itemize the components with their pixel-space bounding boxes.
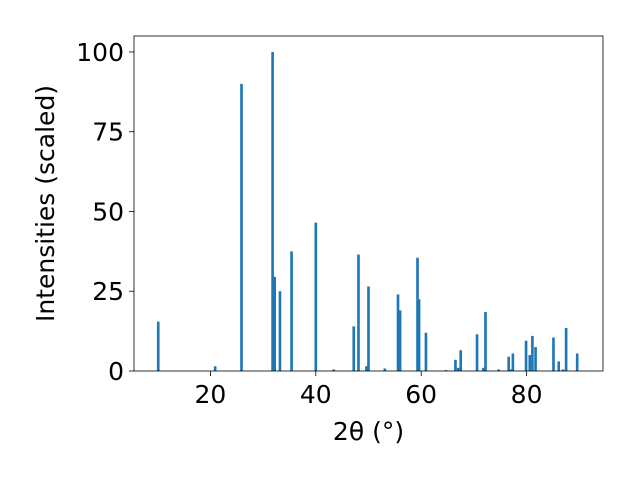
- bar: [444, 370, 448, 371]
- bar: [396, 294, 400, 371]
- bar: [417, 299, 421, 371]
- bar: [424, 332, 428, 371]
- bar: [531, 335, 534, 371]
- bar: [383, 368, 387, 371]
- bar: [524, 340, 528, 371]
- bar: [511, 353, 515, 371]
- x-tick-label: 40: [300, 380, 332, 409]
- plot-frame: [133, 35, 604, 372]
- bar: [314, 222, 318, 371]
- bar: [213, 366, 217, 371]
- bar: [357, 254, 360, 371]
- y-tick-label: 50: [92, 197, 124, 226]
- bar: [507, 356, 510, 371]
- bar: [575, 353, 579, 371]
- bar: [534, 347, 537, 371]
- bar: [497, 369, 500, 371]
- bar: [459, 350, 463, 371]
- y-tick-label: 0: [108, 357, 124, 386]
- x-axis-label: 2θ (°): [333, 417, 404, 446]
- bar: [564, 327, 568, 371]
- bar: [290, 251, 293, 371]
- y-tick-label: 25: [92, 277, 124, 306]
- y-axis-label: Intensities (scaled): [31, 85, 60, 322]
- bar: [416, 257, 419, 371]
- bar: [484, 311, 487, 371]
- bar: [561, 369, 565, 371]
- bar: [273, 276, 277, 371]
- bar: [557, 361, 561, 371]
- x-tick-label: 20: [195, 380, 227, 409]
- bar: [456, 367, 460, 371]
- bar: [509, 369, 513, 371]
- x-tick-label: 80: [511, 380, 543, 409]
- bars-group: [156, 51, 579, 371]
- bar: [271, 51, 274, 371]
- y-tick-label: 100: [76, 38, 124, 67]
- bar: [528, 355, 532, 371]
- bar: [240, 83, 243, 371]
- bar: [454, 359, 457, 371]
- bar: [482, 367, 485, 371]
- y-tick-label: 75: [92, 118, 124, 147]
- x-tick-label: 60: [405, 380, 437, 409]
- bar: [278, 291, 282, 371]
- bar: [365, 366, 368, 371]
- bar: [552, 337, 555, 371]
- bar: [398, 310, 402, 371]
- y-ticks-group: 0 25 50 75 100: [76, 38, 134, 386]
- bar: [156, 321, 160, 371]
- bar: [475, 334, 479, 371]
- bar: [352, 326, 356, 371]
- bar: [367, 286, 370, 371]
- x-ticks-group: 20 40 60 80: [195, 371, 543, 409]
- bar: [332, 369, 336, 371]
